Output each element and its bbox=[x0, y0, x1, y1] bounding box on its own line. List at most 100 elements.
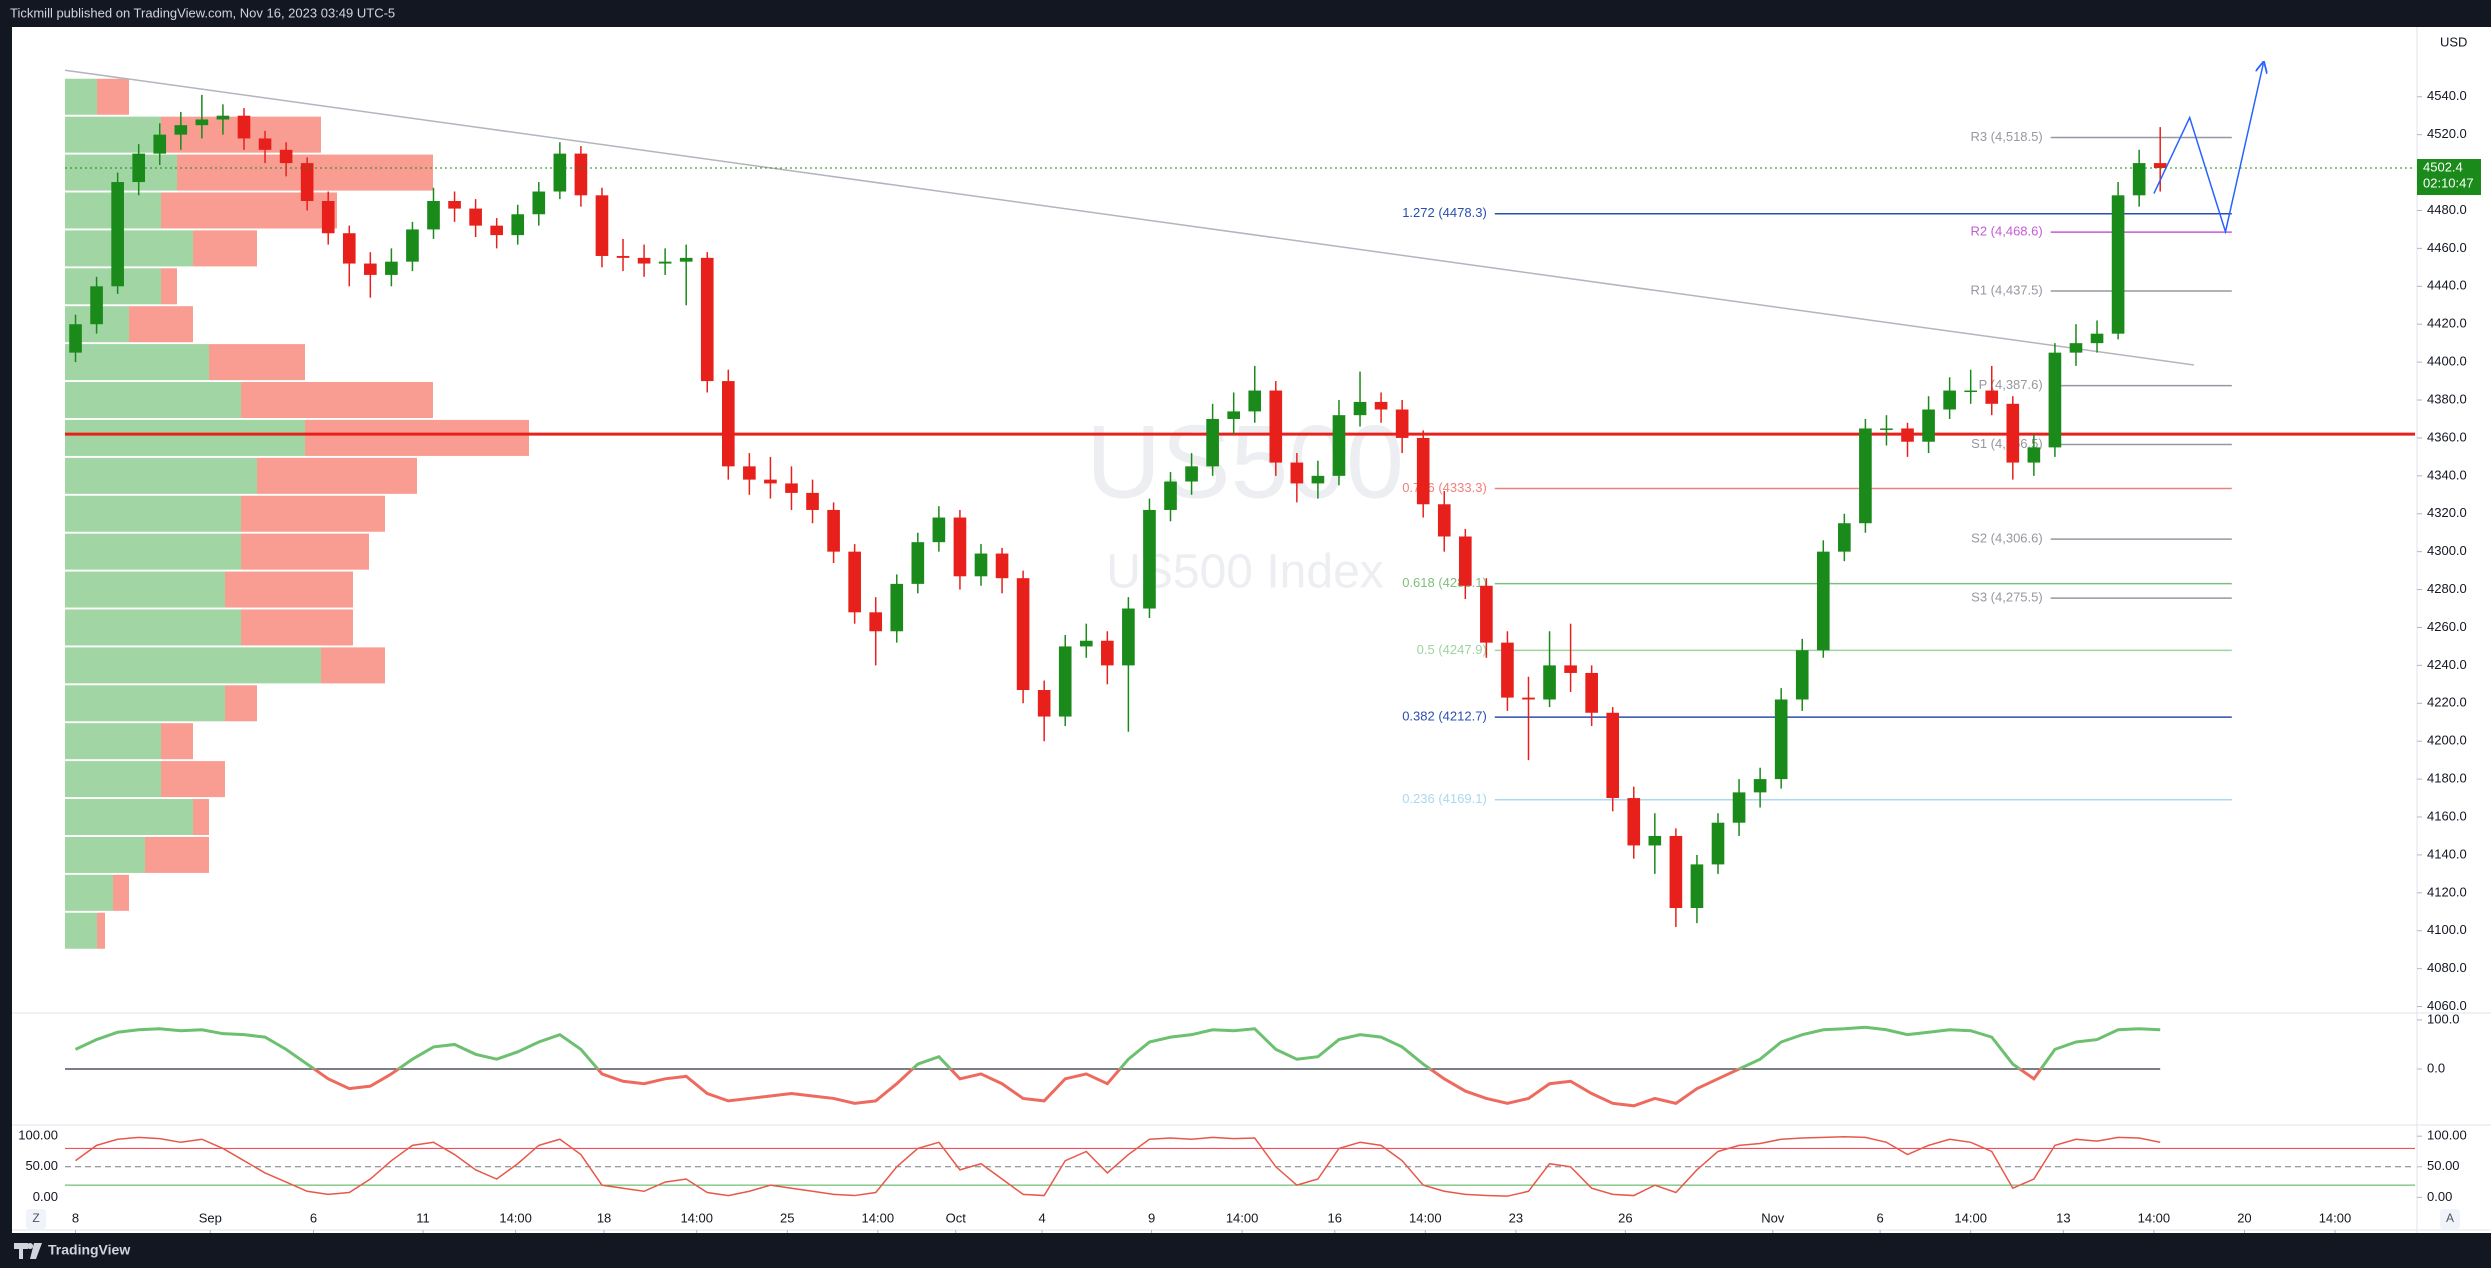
y-tick-label: 4520.0 bbox=[2427, 126, 2467, 141]
x-tick-label: 13 bbox=[2056, 1210, 2070, 1225]
candle-body bbox=[490, 225, 503, 236]
y-tick-label: 4280.0 bbox=[2427, 581, 2467, 596]
candle-body bbox=[1101, 640, 1114, 666]
x-tick-label: 14:00 bbox=[862, 1210, 895, 1225]
candle-body bbox=[195, 119, 209, 126]
candle-body bbox=[2090, 333, 2104, 344]
candle-body bbox=[1437, 504, 1451, 537]
candle-body bbox=[153, 134, 167, 154]
trendline bbox=[64, 69, 2195, 366]
candle-body bbox=[1985, 390, 1999, 404]
volume-up bbox=[65, 609, 241, 646]
candle-body bbox=[995, 553, 1009, 579]
x-tick-label: 25 bbox=[780, 1210, 794, 1225]
level-label: R1 (4,437.5) bbox=[1970, 282, 2042, 297]
candle-body bbox=[1753, 779, 1767, 793]
volume-down bbox=[241, 382, 433, 419]
candle-body bbox=[785, 483, 798, 493]
candle-body bbox=[1311, 475, 1325, 484]
x-tick-label: 14:00 bbox=[1954, 1210, 1987, 1225]
candle-body bbox=[1522, 697, 1535, 700]
volume-up bbox=[65, 533, 241, 570]
y-tick-label: 4460.0 bbox=[2427, 240, 2467, 255]
volume-up bbox=[65, 685, 225, 722]
y-tick-label: 4200.0 bbox=[2427, 733, 2467, 748]
candle-body bbox=[469, 208, 482, 226]
zoom-label[interactable]: Z bbox=[32, 1211, 39, 1225]
volume-up bbox=[65, 647, 321, 684]
volume-down bbox=[97, 78, 129, 115]
level-label: 0.5 (4247.9) bbox=[1417, 642, 1487, 657]
candle-body bbox=[1774, 699, 1788, 780]
volume-up bbox=[65, 723, 161, 760]
zoom-button[interactable] bbox=[26, 1209, 46, 1229]
volume-up bbox=[65, 344, 209, 381]
auto-label[interactable]: A bbox=[2446, 1211, 2454, 1225]
volume-down bbox=[225, 685, 257, 722]
logo bbox=[14, 1243, 42, 1259]
volume-down bbox=[257, 457, 417, 494]
y-tick-label: 4340.0 bbox=[2427, 467, 2467, 482]
volume-down bbox=[321, 647, 385, 684]
candle-body bbox=[237, 115, 251, 139]
candle-body bbox=[1395, 409, 1409, 438]
candle-body bbox=[637, 257, 651, 264]
candle-body bbox=[1711, 822, 1725, 865]
candle-body bbox=[1037, 690, 1051, 717]
candle-body bbox=[574, 153, 588, 196]
y-tick-label: 4260.0 bbox=[2427, 619, 2467, 634]
candle-body bbox=[1501, 642, 1514, 698]
level-label: S3 (4,275.5) bbox=[1971, 590, 2043, 605]
level-label: 1.272 (4478.3) bbox=[1402, 205, 1487, 220]
candle-body bbox=[1269, 390, 1283, 463]
oscillator-up bbox=[74, 1025, 2161, 1069]
candle-body bbox=[1416, 437, 1430, 505]
level-label: 0.382 (4212.7) bbox=[1402, 709, 1487, 724]
x-tick-label: 20 bbox=[2237, 1210, 2251, 1225]
x-tick-label: Sep bbox=[199, 1210, 222, 1225]
volume-up bbox=[65, 836, 145, 873]
candle-body bbox=[743, 466, 756, 480]
candle-body bbox=[1143, 509, 1156, 609]
x-tick-label: 14:00 bbox=[1409, 1210, 1442, 1225]
candle-body bbox=[1669, 835, 1683, 908]
candle-body bbox=[700, 257, 714, 382]
volume-up bbox=[65, 116, 161, 153]
candle-body bbox=[1016, 578, 1030, 691]
candle-body bbox=[658, 261, 672, 264]
candle-body bbox=[258, 138, 272, 150]
candle-body bbox=[1206, 418, 1219, 467]
candle-body bbox=[1374, 401, 1388, 410]
candle-body bbox=[764, 479, 777, 484]
candle-body bbox=[2153, 163, 2167, 169]
volume-down bbox=[97, 912, 105, 949]
candle-body bbox=[721, 381, 735, 467]
y-tick-label: 100.00 bbox=[2427, 1128, 2467, 1143]
candle-body bbox=[1227, 411, 1240, 419]
candle-body bbox=[1480, 585, 1493, 643]
x-tick-label: 18 bbox=[597, 1210, 611, 1225]
level-label: 0.236 (4169.1) bbox=[1402, 791, 1487, 806]
candle-body bbox=[1185, 466, 1198, 482]
candle-body bbox=[342, 233, 356, 264]
candle-body bbox=[1859, 428, 1872, 524]
countdown: 02:10:47 bbox=[2423, 175, 2474, 190]
auto-button[interactable] bbox=[2440, 1209, 2460, 1229]
candle-body bbox=[848, 551, 861, 613]
candle-body bbox=[448, 201, 461, 209]
candle-body bbox=[1058, 646, 1072, 717]
volume-down bbox=[241, 495, 385, 532]
y-tick-label: 0.00 bbox=[2427, 1189, 2452, 1204]
candle-body bbox=[511, 214, 525, 236]
candle-body bbox=[1838, 523, 1851, 552]
x-tick-label: 14:00 bbox=[499, 1210, 532, 1225]
volume-down bbox=[225, 571, 353, 608]
y-tick-label: 4360.0 bbox=[2427, 429, 2467, 444]
y-tick-label: 4120.0 bbox=[2427, 884, 2467, 899]
candle-body bbox=[174, 125, 188, 135]
y-tick-label: 4060.0 bbox=[2427, 998, 2467, 1013]
y-tick-label: 4380.0 bbox=[2427, 391, 2467, 406]
y-tick-label: 4140.0 bbox=[2427, 846, 2467, 861]
volume-down bbox=[113, 874, 129, 911]
